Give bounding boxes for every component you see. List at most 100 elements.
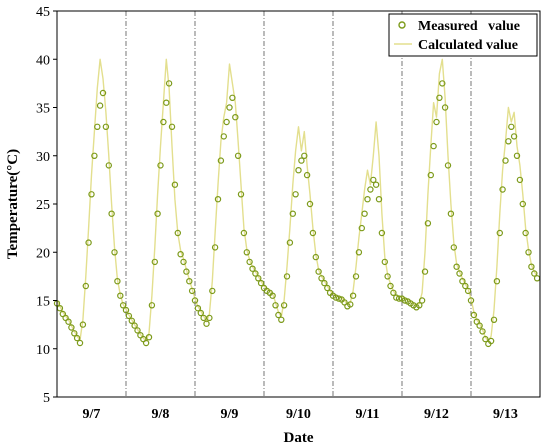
- measured-point: [191, 297, 199, 304]
- x-axis-title: Date: [284, 430, 314, 446]
- measured-point: [487, 337, 495, 345]
- measured-point: [470, 311, 478, 319]
- measured-point: [378, 229, 386, 237]
- measured-point: [209, 287, 216, 295]
- measured-point: [490, 316, 498, 323]
- x-day-label: 9/12: [424, 407, 449, 422]
- measured-point: [217, 157, 225, 164]
- measured-point: [381, 258, 388, 266]
- measured-point: [533, 275, 541, 282]
- measured-point: [467, 297, 475, 304]
- x-day-label: 9/7: [83, 407, 101, 422]
- measured-point: [462, 282, 469, 290]
- measured-point: [246, 258, 253, 266]
- measured-point: [286, 239, 294, 246]
- measured-point: [430, 142, 437, 150]
- measured-point: [502, 157, 509, 164]
- measured-point: [364, 195, 371, 203]
- measured-point: [482, 335, 489, 343]
- x-day-label: 9/8: [152, 407, 170, 422]
- measured-point: [206, 314, 213, 322]
- measured-point: [203, 320, 210, 327]
- measured-point: [278, 316, 285, 323]
- measured-point: [528, 263, 535, 270]
- x-axis: 9/7 9/8 9/9 9/10 9/11 9/12 9/13: [83, 407, 518, 422]
- measured-point: [96, 102, 104, 109]
- measured-point: [108, 210, 115, 217]
- measured-point: [177, 250, 184, 258]
- measured-point: [516, 176, 524, 184]
- measured-point: [131, 322, 138, 329]
- y-tick-label: 45: [36, 5, 50, 20]
- x-day-label: 9/10: [286, 407, 311, 422]
- measured-point: [188, 287, 196, 295]
- measured-point: [393, 294, 400, 301]
- measured-point: [318, 275, 325, 282]
- measured-point: [496, 229, 503, 237]
- measured-point: [269, 292, 276, 299]
- measured-point: [102, 123, 110, 131]
- measured-point: [493, 278, 501, 285]
- measured-point: [436, 94, 443, 102]
- y-axis: 5 10 15 20 25 30 35 40 45: [36, 5, 57, 406]
- measured-point: [151, 258, 158, 266]
- measured-point: [257, 279, 265, 287]
- measured-point: [122, 306, 130, 314]
- measured-point: [453, 263, 460, 270]
- measured-point: [352, 273, 360, 280]
- measured-point: [174, 229, 181, 237]
- measured-point: [168, 123, 176, 131]
- measured-point: [142, 339, 150, 347]
- measured-point: [249, 265, 256, 272]
- measured-point: [186, 278, 193, 285]
- measured-point: [197, 309, 204, 317]
- legend-box: [388, 13, 538, 57]
- measured-point: [292, 191, 299, 198]
- measured-point: [223, 118, 230, 126]
- measured-point: [275, 311, 282, 319]
- measured-point: [505, 138, 512, 145]
- measured-point: [464, 287, 472, 295]
- measured-point: [444, 162, 452, 169]
- measured-point: [424, 220, 432, 227]
- measured-point: [99, 89, 107, 97]
- measured-point: [163, 99, 170, 106]
- y-tick-label: 10: [36, 343, 50, 358]
- measured-point: [240, 229, 248, 237]
- legend-label-calculated: Calculated value: [418, 38, 518, 53]
- measured-point: [171, 181, 179, 188]
- measured-point: [401, 297, 409, 304]
- measured-point: [154, 210, 161, 217]
- measured-point: [479, 328, 486, 335]
- plot-area-frame: [56, 10, 541, 398]
- measured-point: [111, 249, 118, 256]
- measured-point: [82, 282, 90, 290]
- measured-point: [119, 302, 127, 309]
- measured-point: [272, 302, 279, 309]
- measured-point: [312, 253, 319, 261]
- measured-point: [134, 327, 141, 334]
- measured-point: [522, 229, 529, 237]
- measured-point: [510, 133, 518, 140]
- measured-point: [332, 294, 340, 301]
- measured-point: [65, 318, 72, 325]
- measured-point: [306, 200, 314, 208]
- measured-point: [79, 321, 87, 328]
- y-axis-title: Temperature(°C): [5, 149, 21, 259]
- measured-point: [301, 152, 308, 159]
- measured-point: [421, 268, 429, 275]
- measured-point: [226, 104, 233, 111]
- measured-point: [370, 176, 377, 184]
- measured-point: [88, 191, 95, 198]
- y-tick-label: 40: [36, 53, 50, 68]
- measured-point: [283, 273, 291, 280]
- measured-point: [456, 270, 463, 277]
- measured-point: [324, 284, 331, 292]
- measured-point: [372, 181, 380, 188]
- measured-point: [165, 80, 173, 87]
- measured-point: [335, 295, 342, 302]
- measured-point: [71, 330, 78, 337]
- measured-point: [289, 210, 296, 217]
- calculated-line: [57, 58, 538, 342]
